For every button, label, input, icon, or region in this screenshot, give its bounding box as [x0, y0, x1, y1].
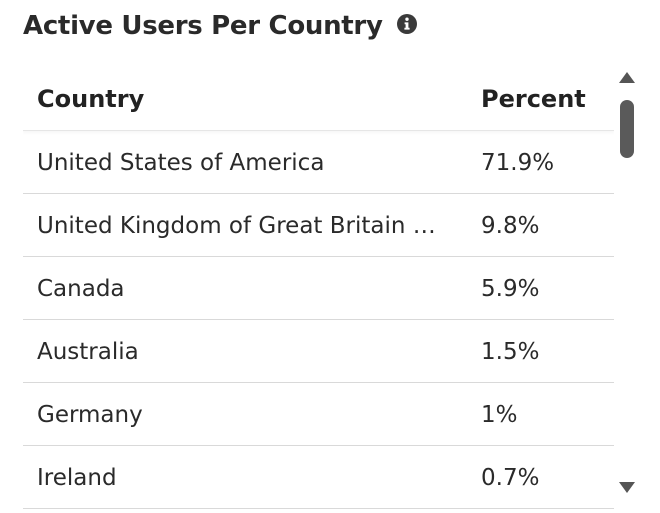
country-cell: United Kingdom of Great Britain and... [37, 213, 447, 239]
percent-cell: 0.7% [481, 465, 540, 491]
column-header-country[interactable]: Country [37, 85, 145, 113]
info-glyph [404, 17, 410, 30]
table-row: United Kingdom of Great Britain and... 9… [23, 194, 614, 257]
scroll-down-arrow-icon[interactable] [619, 482, 635, 493]
column-header-percent[interactable]: Percent [481, 85, 586, 113]
percent-cell: 9.8% [481, 213, 540, 239]
percent-cell: 1% [481, 402, 518, 428]
country-cell: Australia [37, 339, 139, 365]
country-cell: Ireland [37, 465, 117, 491]
percent-cell: 71.9% [481, 150, 555, 176]
scroll-up-arrow-icon[interactable] [619, 72, 635, 83]
table-row: Canada 5.9% [23, 257, 614, 320]
country-cell: United States of America [37, 150, 325, 176]
table-scrollbar[interactable] [617, 72, 637, 497]
country-cell: Germany [37, 402, 143, 428]
widget-header: Active Users Per Country [23, 6, 417, 46]
scrollbar-thumb[interactable] [620, 100, 634, 158]
table-row: Germany 1% [23, 383, 614, 446]
percent-cell: 5.9% [481, 276, 540, 302]
country-cell: Canada [37, 276, 125, 302]
widget-title: Active Users Per Country [23, 11, 383, 41]
table-row: Ireland 0.7% [23, 446, 614, 509]
table-header: Country Percent [23, 66, 614, 131]
table-row: United States of America 71.9% [23, 131, 614, 194]
percent-cell: 1.5% [481, 339, 540, 365]
table-row: Australia 1.5% [23, 320, 614, 383]
table-body: United States of America 71.9% United Ki… [23, 131, 614, 509]
info-icon[interactable] [396, 14, 417, 34]
country-table: Country Percent United States of America… [23, 66, 614, 513]
